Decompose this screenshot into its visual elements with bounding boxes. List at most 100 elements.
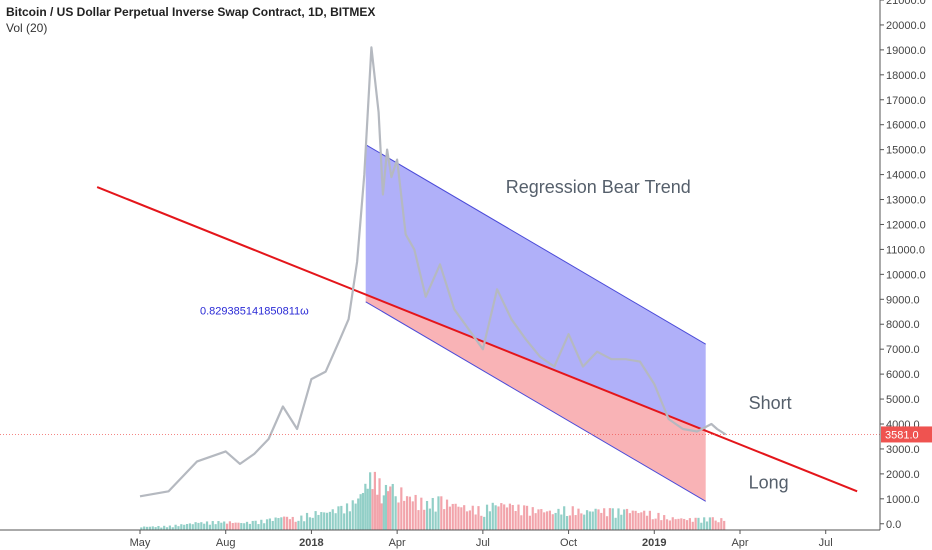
volume-bar [623, 509, 626, 530]
volume-bar [580, 513, 583, 530]
volume-bar [340, 505, 343, 530]
volume-bar [611, 508, 614, 530]
volume-bar [243, 523, 246, 530]
volume-bar [165, 527, 169, 530]
volume-bar [380, 503, 383, 530]
volume-bar [620, 514, 623, 530]
volume-bar [703, 517, 706, 530]
volume-bar [231, 522, 234, 530]
volume-bar [617, 508, 620, 530]
volume-bar [378, 478, 381, 530]
volume-bar [600, 512, 603, 530]
volume-bar [714, 520, 717, 530]
volume-bar [359, 494, 362, 530]
volume-bar [463, 505, 466, 530]
volume-bar [614, 517, 617, 530]
upper-channel-line[interactable] [365, 144, 706, 345]
volume-bar [451, 503, 454, 530]
volume-bar [200, 522, 203, 530]
volume-bar [288, 519, 291, 530]
y-tick-label: 13000.0 [886, 195, 926, 207]
volume-bar [384, 484, 388, 530]
volume-bar [325, 512, 329, 530]
volume-bar [688, 518, 691, 530]
volume-bar [265, 519, 269, 530]
volume-bar [300, 515, 303, 530]
volume-bar [220, 522, 223, 530]
x-tick-label: 2018 [299, 537, 323, 549]
y-tick-label: 3000.0 [886, 444, 920, 456]
volume-bar [454, 503, 457, 530]
regression-channel[interactable] [96, 144, 858, 502]
volume-bar [551, 514, 554, 530]
volume-bar [494, 505, 497, 530]
volume-bar [420, 497, 423, 530]
volume-bar [211, 521, 214, 530]
volume-bar [311, 517, 314, 530]
volume-bar [240, 523, 243, 530]
volume-bar [408, 496, 411, 530]
y-tick-label: 21000.0 [886, 0, 926, 7]
volume-bar [531, 507, 534, 530]
y-tick-label: 7000.0 [886, 344, 920, 356]
volume-bar [468, 510, 471, 530]
y-tick-label: 5000.0 [886, 394, 920, 406]
volume-bar [591, 511, 594, 530]
regression-line[interactable] [96, 186, 858, 493]
volume-bar [323, 512, 326, 530]
volume-bar [465, 511, 469, 530]
y-tick-label: 15000.0 [886, 145, 926, 157]
volume-bar [205, 521, 209, 530]
volume-bar [376, 494, 379, 530]
volume-bar [443, 509, 446, 530]
y-tick-label: 14000.0 [886, 170, 926, 182]
volume-bar [225, 523, 229, 530]
volume-bar [354, 503, 357, 530]
volume-bar [277, 518, 280, 530]
volume-bar [594, 508, 597, 530]
volume-bar [605, 516, 609, 530]
volume-indicator-label: Vol (20) [6, 21, 48, 35]
y-tick-label: 11000.0 [886, 244, 925, 256]
volume-bar [525, 505, 529, 530]
y-tick-label: 17000.0 [886, 95, 926, 107]
volume-bar [597, 509, 600, 530]
volume-bar [671, 517, 674, 530]
volume-bar [228, 521, 231, 530]
volume-bar [251, 520, 254, 530]
volume-bar [343, 513, 346, 530]
lower-channel-line[interactable] [365, 301, 706, 502]
volume-bar [237, 522, 240, 530]
volume-bar [217, 521, 220, 530]
volume-bar [503, 504, 506, 530]
volume-bar [143, 526, 146, 530]
volume-bar [371, 489, 374, 530]
volume-bar [373, 471, 376, 530]
y-tick-label: 20000.0 [886, 20, 926, 32]
volume-bar [668, 520, 671, 530]
volume-bar [574, 515, 577, 530]
volume-bar [297, 520, 300, 530]
x-axis[interactable]: MayAug2018AprJulOct2019AprJulOc [0, 529, 932, 550]
volume-bar [588, 511, 591, 530]
volume-bar [563, 506, 566, 530]
volume-bar [480, 515, 483, 530]
volume-bar [314, 511, 317, 530]
last-price-label: 3581.0 [885, 429, 919, 441]
volume-bar [348, 511, 351, 530]
volume-bar [691, 521, 694, 530]
volume-bar [168, 525, 171, 530]
x-tick-label: Jul [819, 537, 833, 549]
volume-bar [683, 518, 686, 530]
volume-bar [568, 515, 571, 530]
volume-bar [366, 488, 369, 530]
volume-bar [448, 506, 451, 530]
volume-bar [517, 504, 520, 530]
volume-bar [720, 518, 723, 530]
volume-bar [711, 517, 714, 530]
volume-bar [474, 514, 477, 530]
volume-bar [364, 483, 367, 530]
